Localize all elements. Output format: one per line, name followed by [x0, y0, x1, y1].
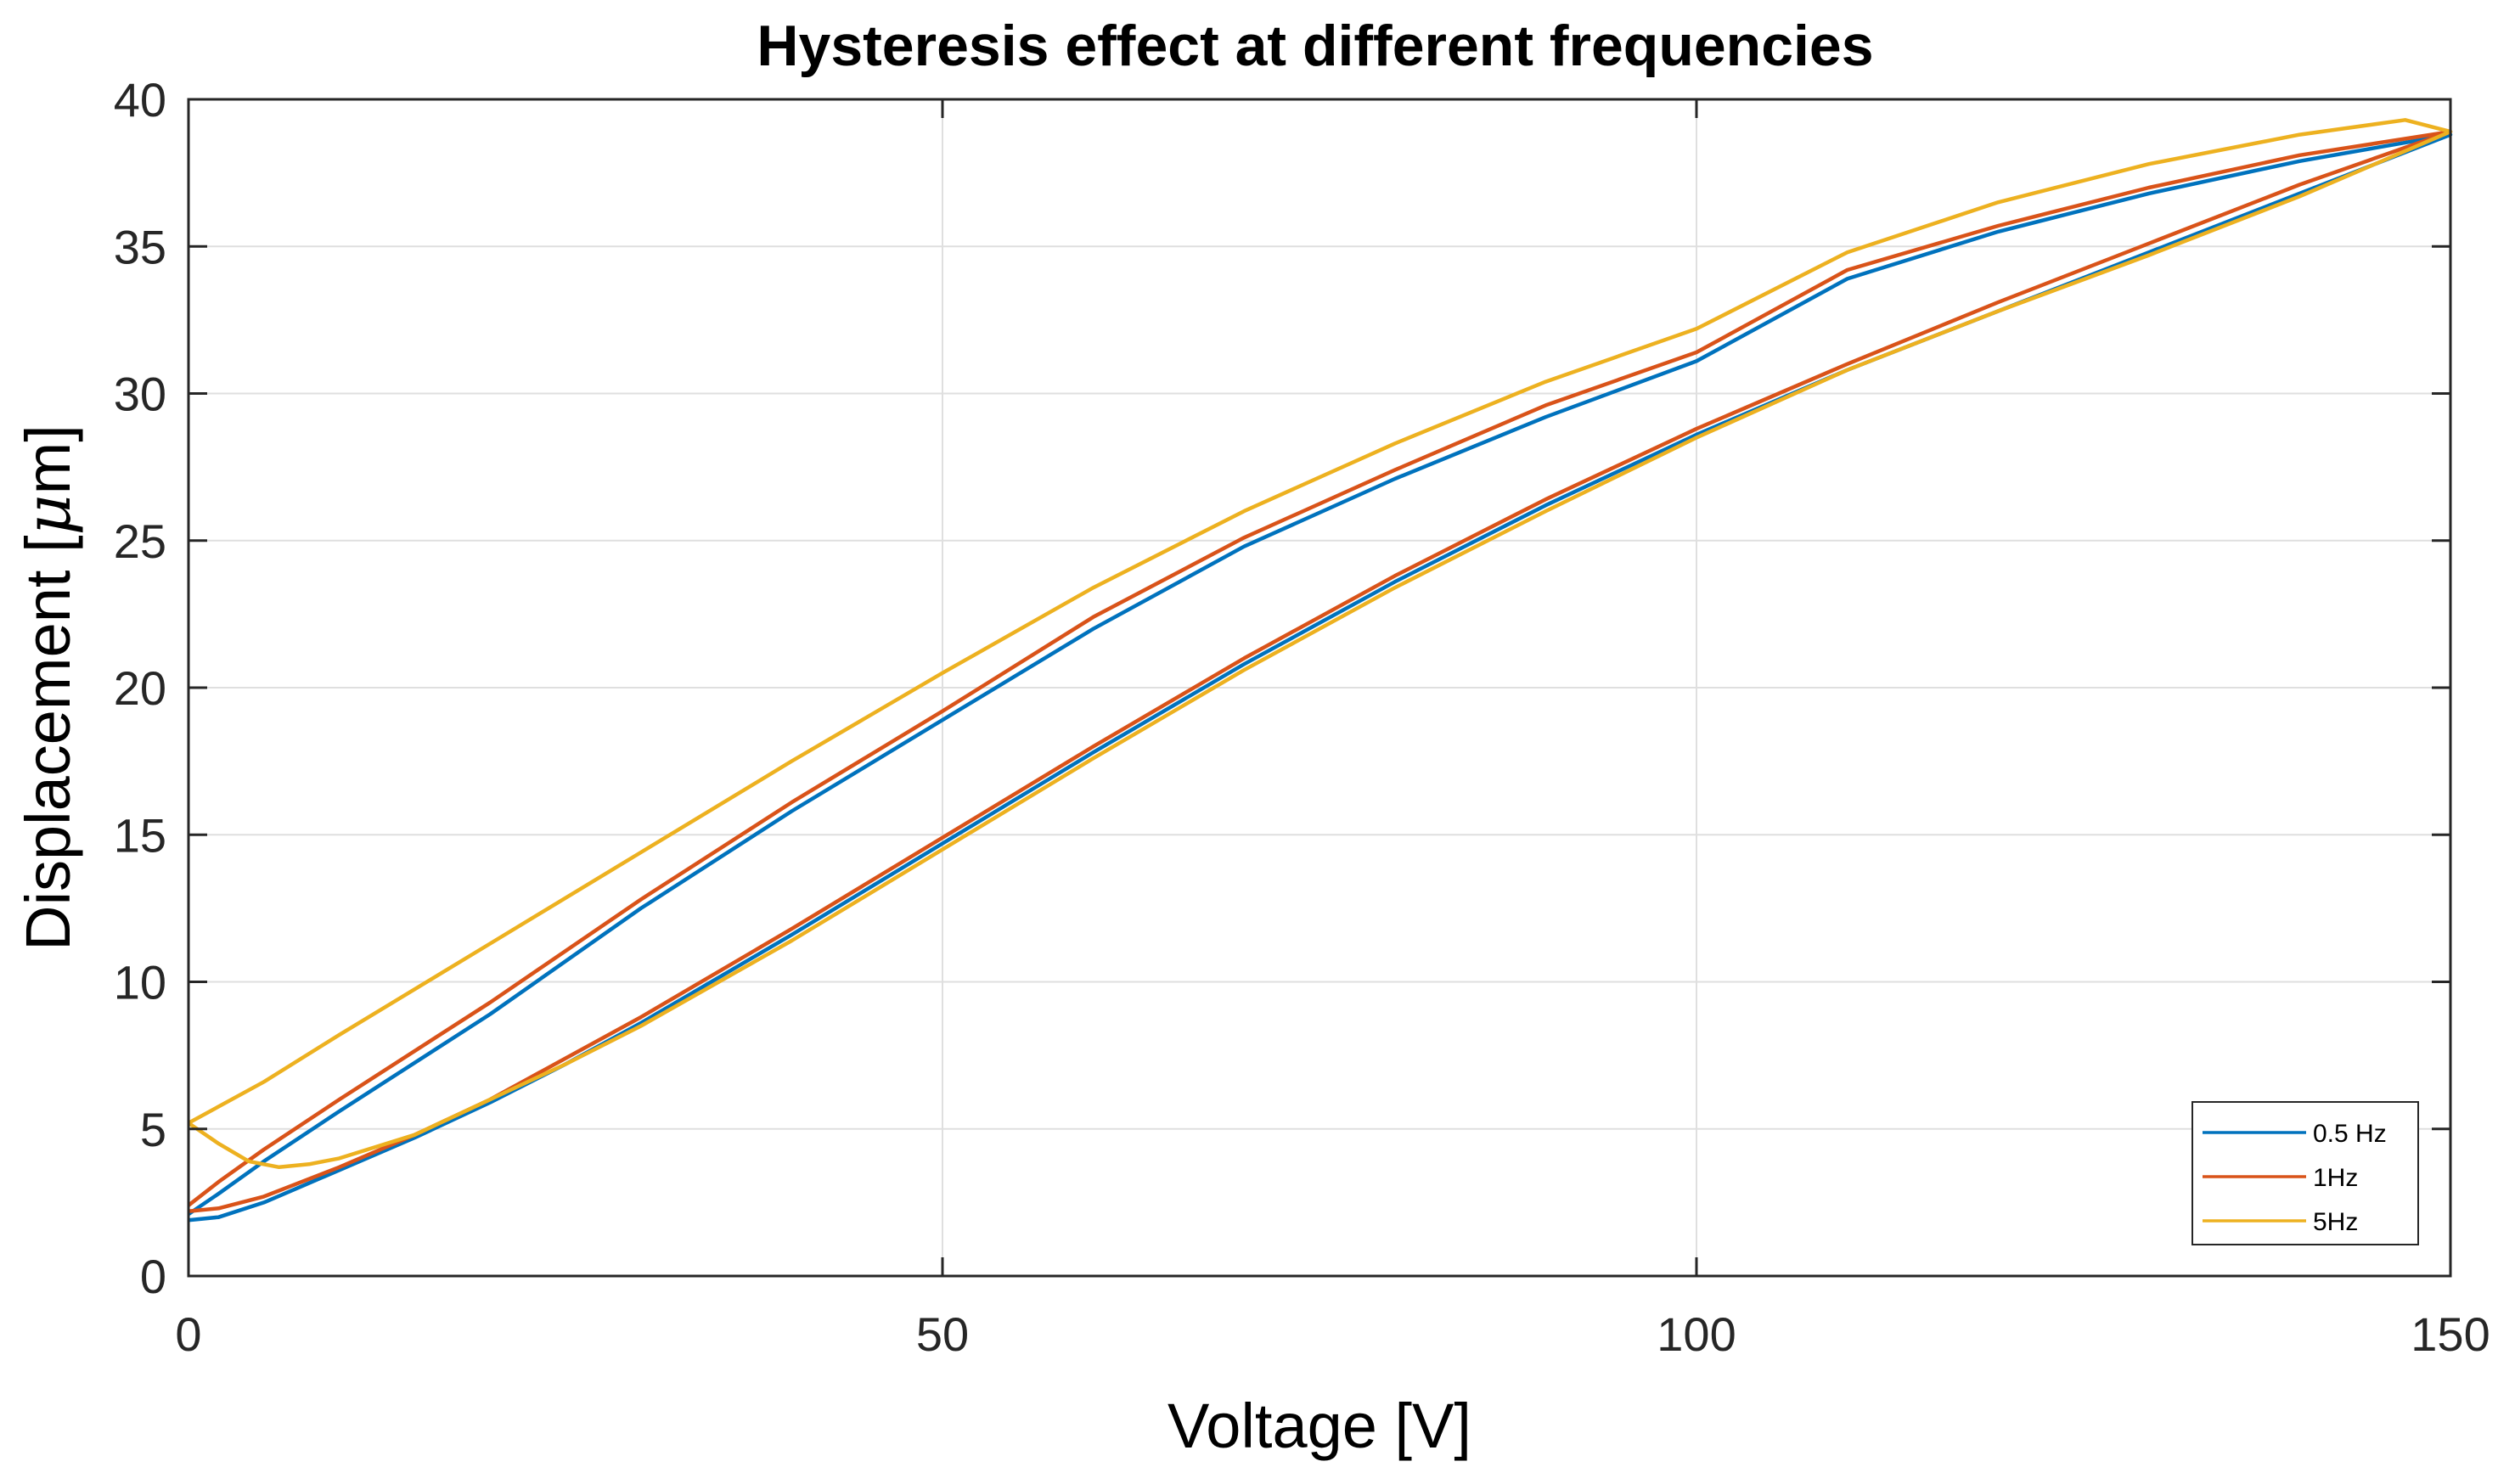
data-series: [187, 118, 2453, 1223]
series-line-5hz: [187, 118, 2453, 1170]
y-tick-labels: 0 5 10 15 20 25 30 35 40: [114, 73, 166, 1303]
x-tick-label: 0: [175, 1307, 201, 1361]
y-axis-label-mu: μ: [12, 494, 85, 535]
legend-label-5hz: 5Hz: [2313, 1208, 2358, 1236]
y-tick-label: 0: [140, 1250, 166, 1303]
x-tick-labels: 0 50 100 150: [175, 1307, 2490, 1361]
x-tick-label: 50: [916, 1307, 969, 1361]
y-tick-label: 15: [114, 808, 166, 862]
y-tick-label: 10: [114, 956, 166, 1009]
y-tick-label: 40: [114, 73, 166, 126]
y-tick-label: 35: [114, 220, 166, 273]
axis-ticks: [187, 98, 2452, 1278]
x-axis-label: Voltage [V]: [1167, 1391, 1471, 1461]
x-tick-label: 100: [1657, 1307, 1736, 1361]
y-tick-label: 5: [140, 1103, 166, 1156]
y-axis-label-suffix: m]: [13, 424, 83, 494]
y-axis-label: Displacement [μm]: [12, 424, 85, 951]
y-tick-label: 25: [114, 514, 166, 568]
x-tick-label: 150: [2411, 1307, 2490, 1361]
series-line-0-5-hz: [187, 132, 2453, 1223]
legend: 0.5 Hz 1Hz 5Hz: [2191, 1101, 2419, 1245]
y-tick-label: 20: [114, 661, 166, 715]
y-axis-label-prefix: Displacement [: [13, 535, 83, 950]
chart-title: Hysteresis effect at different frequenci…: [757, 14, 1873, 78]
legend-label-0-5hz: 0.5 Hz: [2313, 1120, 2387, 1148]
grid-lines: [188, 98, 2451, 1277]
legend-label-1hz: 1Hz: [2313, 1164, 2358, 1192]
series-line-1hz: [187, 129, 2453, 1214]
y-tick-label: 30: [114, 368, 166, 421]
